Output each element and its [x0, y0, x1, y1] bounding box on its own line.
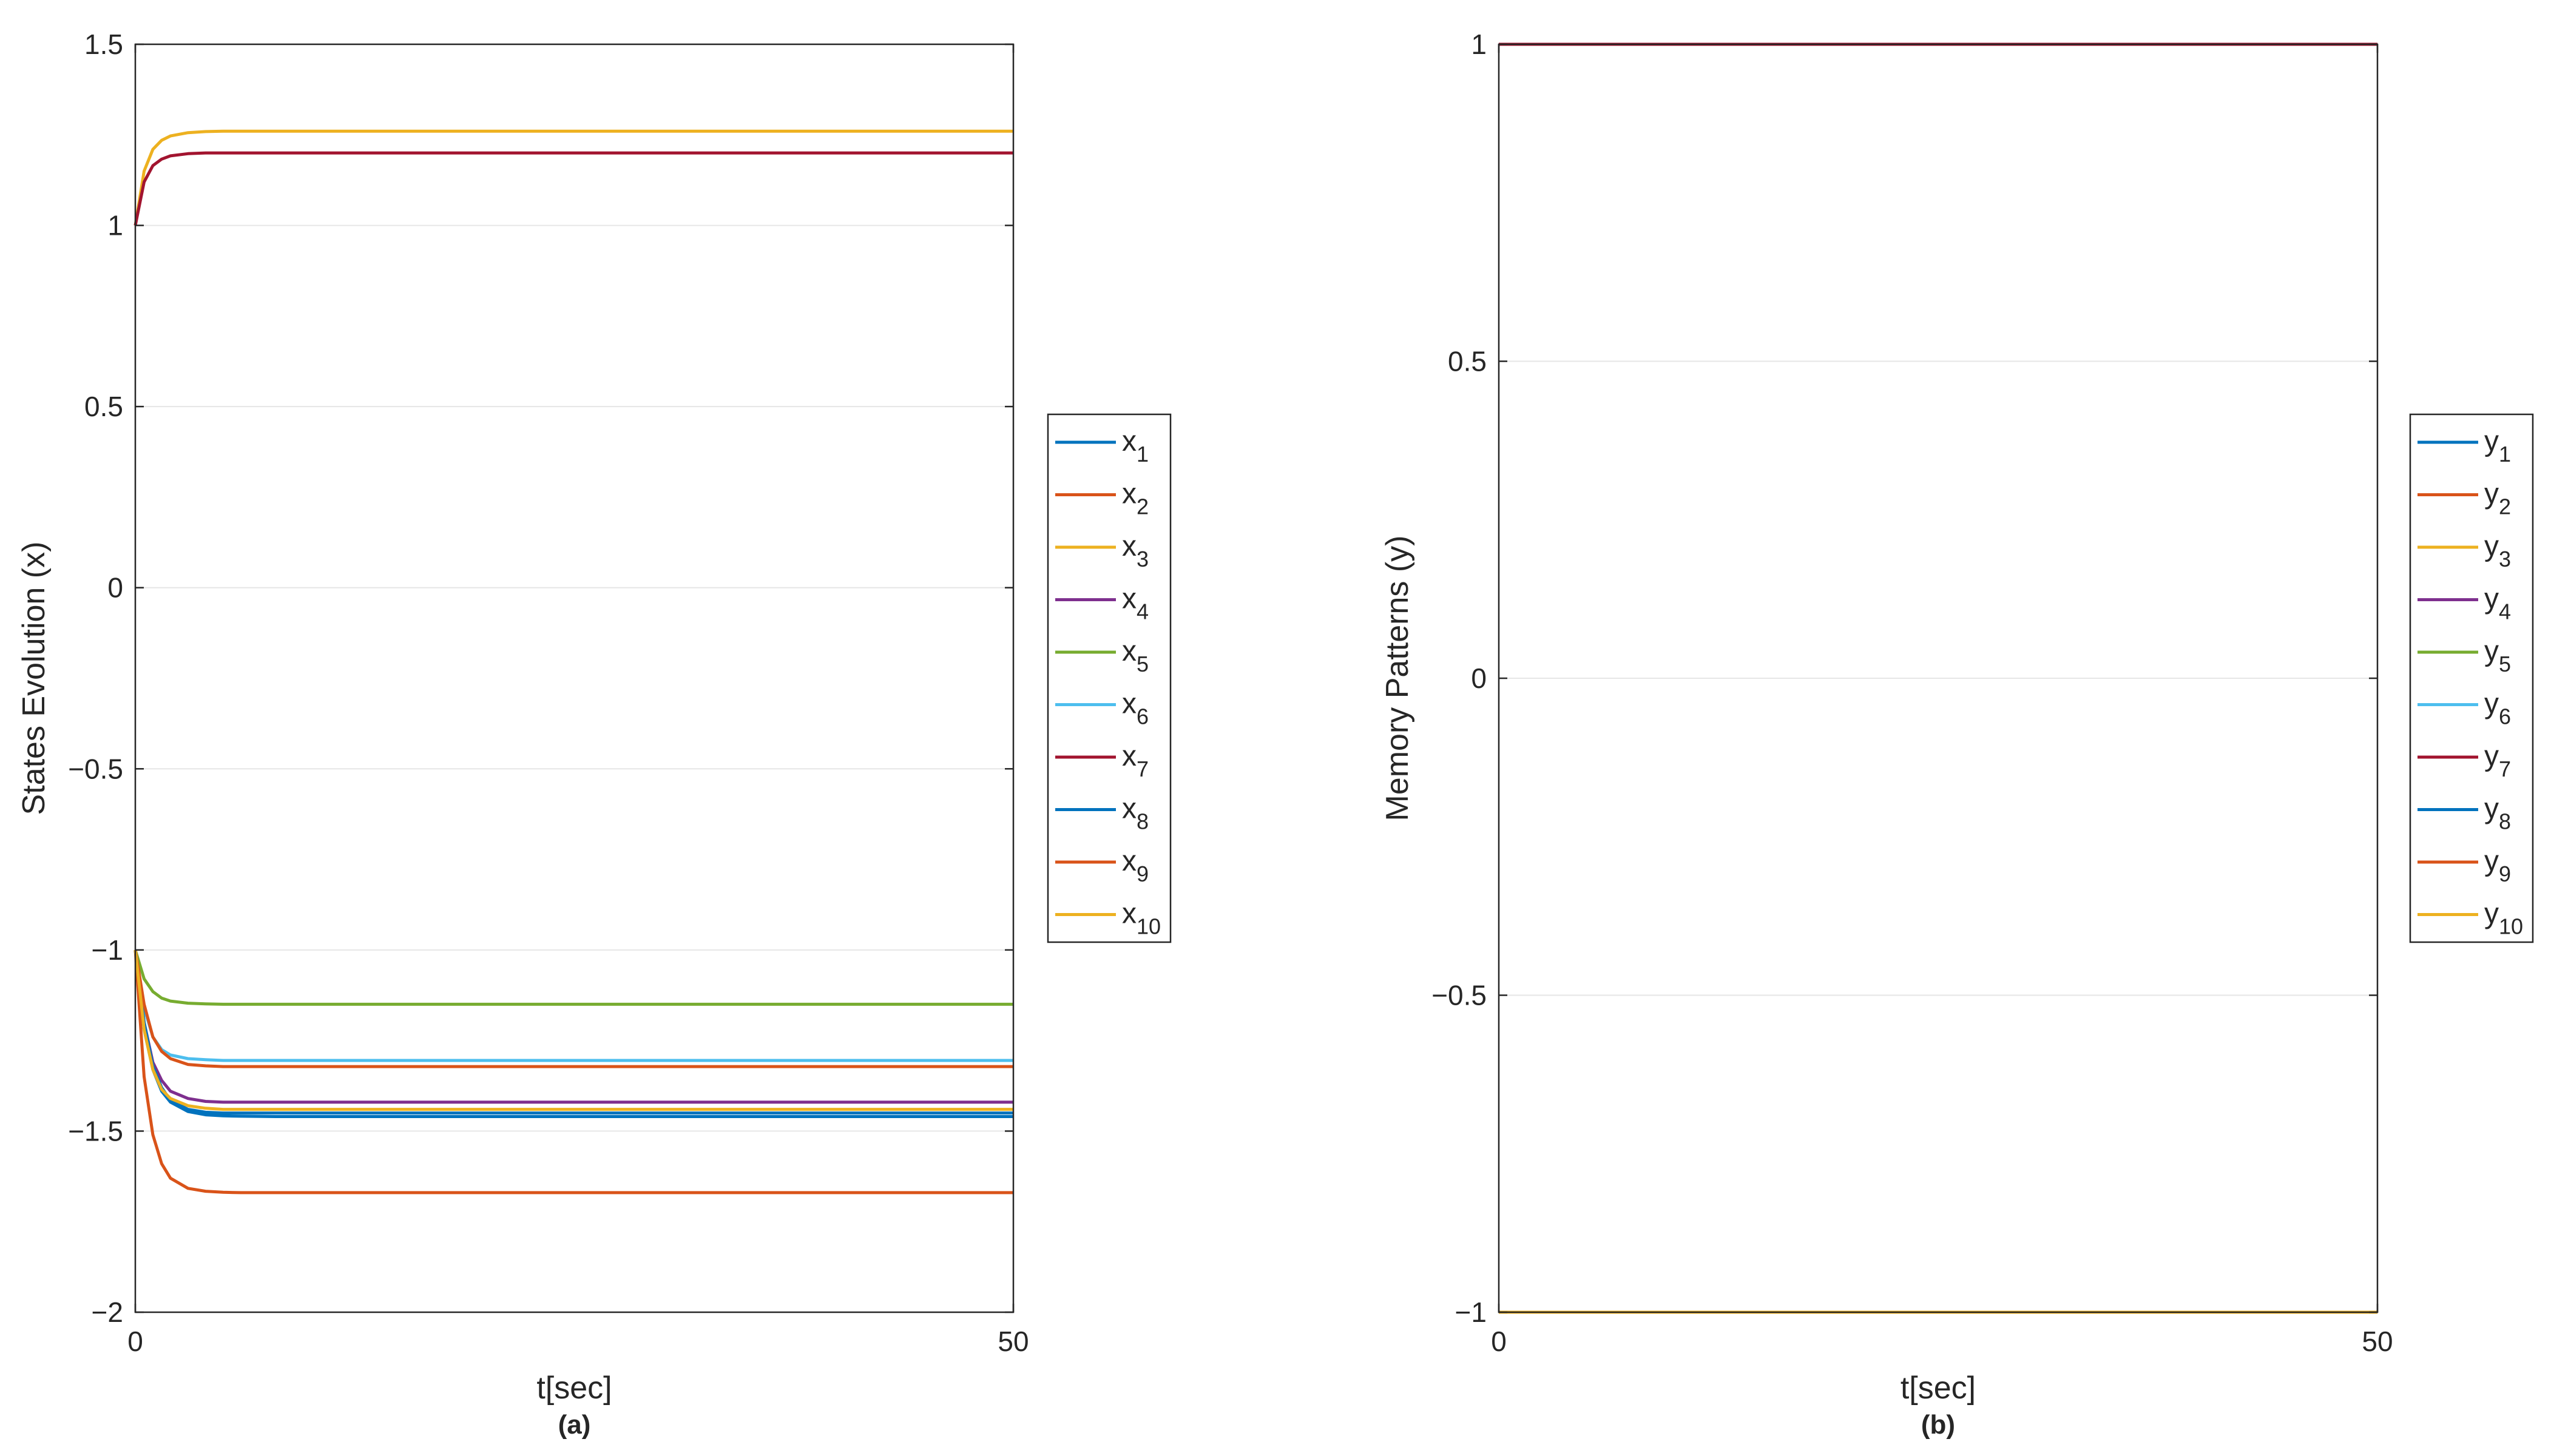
x-tick-label: 50: [998, 1326, 1029, 1357]
series-line-x4: [133, 949, 1013, 1104]
legend-entry-subscript: 8: [2499, 809, 2511, 834]
y-tick-label: 1: [107, 210, 123, 241]
legend-entry-subscript: 9: [1137, 861, 1149, 886]
legend-entry-subscript: 2: [1137, 494, 1149, 519]
y-axis-label: States Evolution (x): [16, 542, 52, 815]
x-tick-label: 50: [2362, 1326, 2393, 1357]
y-tick-label: −2: [92, 1296, 123, 1328]
x-tick-label: 0: [127, 1326, 143, 1357]
series-line-x7: [133, 151, 1013, 226]
series-line-x2: [133, 949, 1013, 1195]
y-tick-label: −0.5: [68, 753, 123, 784]
y-tick-label: 1: [1471, 29, 1487, 60]
legend-entry-subscript: 4: [2499, 599, 2511, 624]
x-axis-label: t[sec]: [1901, 1370, 1976, 1406]
x-axis-label: t[sec]: [536, 1370, 612, 1406]
axes-box: [134, 43, 1015, 1313]
chart-panel-a: 1.510.50−0.5−1−1.5−20 50t[sec](a)States E…: [16, 29, 1172, 1440]
y-tick-label: −1: [92, 934, 123, 966]
legend-entry-subscript: 3: [2499, 547, 2511, 571]
y-tick-label: −0.5: [1431, 980, 1487, 1011]
legend-entry-label: x10: [1122, 898, 1161, 939]
legend-entry-subscript: 7: [2499, 757, 2511, 781]
legend-box: [2409, 413, 2534, 943]
legend-entry-subscript: 10: [1137, 914, 1161, 939]
panel-label: (a): [558, 1410, 591, 1440]
series-line-x9: [133, 949, 1013, 1068]
x-tick-label: 0: [1491, 1326, 1507, 1357]
plot-area: [135, 44, 1013, 1312]
legend-entry-subscript: 3: [1137, 547, 1149, 571]
legend-entry-subscript: 5: [1137, 652, 1149, 676]
y-tick-label: 0: [1471, 662, 1487, 694]
legend-entry-subscript: 6: [2499, 704, 2511, 729]
legend-entry-subscript: 6: [1137, 704, 1149, 729]
series-line-x3: [133, 129, 1013, 226]
panel-label: (b): [1921, 1410, 1955, 1440]
legend-entry-subscript: 2: [2499, 494, 2511, 519]
legend-entry-subscript: 8: [1137, 809, 1149, 834]
legend-entry-subscript: 1: [1137, 442, 1149, 467]
y-tick-label: −1: [1455, 1296, 1487, 1328]
y-tick-label: 0: [107, 572, 123, 604]
legend-entry-subscript: 1: [2499, 442, 2511, 467]
chart-panel-b: 10.50−0.5−10 50t[sec](b)Memory Patterns (…: [1380, 29, 2534, 1440]
y-tick-label: 1.5: [84, 29, 123, 60]
y-tick-label: 0.5: [1448, 346, 1487, 377]
y-axis-label: Memory Patterns (y): [1380, 536, 1415, 821]
series-line-x10: [133, 949, 1013, 1111]
series-line-x5: [133, 949, 1013, 1006]
legend-entry-subscript: 10: [2499, 914, 2523, 939]
y-tick-label: 0.5: [84, 391, 123, 422]
y-tick-label: −1.5: [68, 1115, 123, 1147]
legend-box: [1047, 413, 1172, 943]
legend-entry-subscript: 4: [1137, 599, 1149, 624]
legend-entry-subscript: 9: [2499, 861, 2511, 886]
legend-entry-subscript: 5: [2499, 652, 2511, 676]
legend-entry-subscript: 7: [1137, 757, 1149, 781]
